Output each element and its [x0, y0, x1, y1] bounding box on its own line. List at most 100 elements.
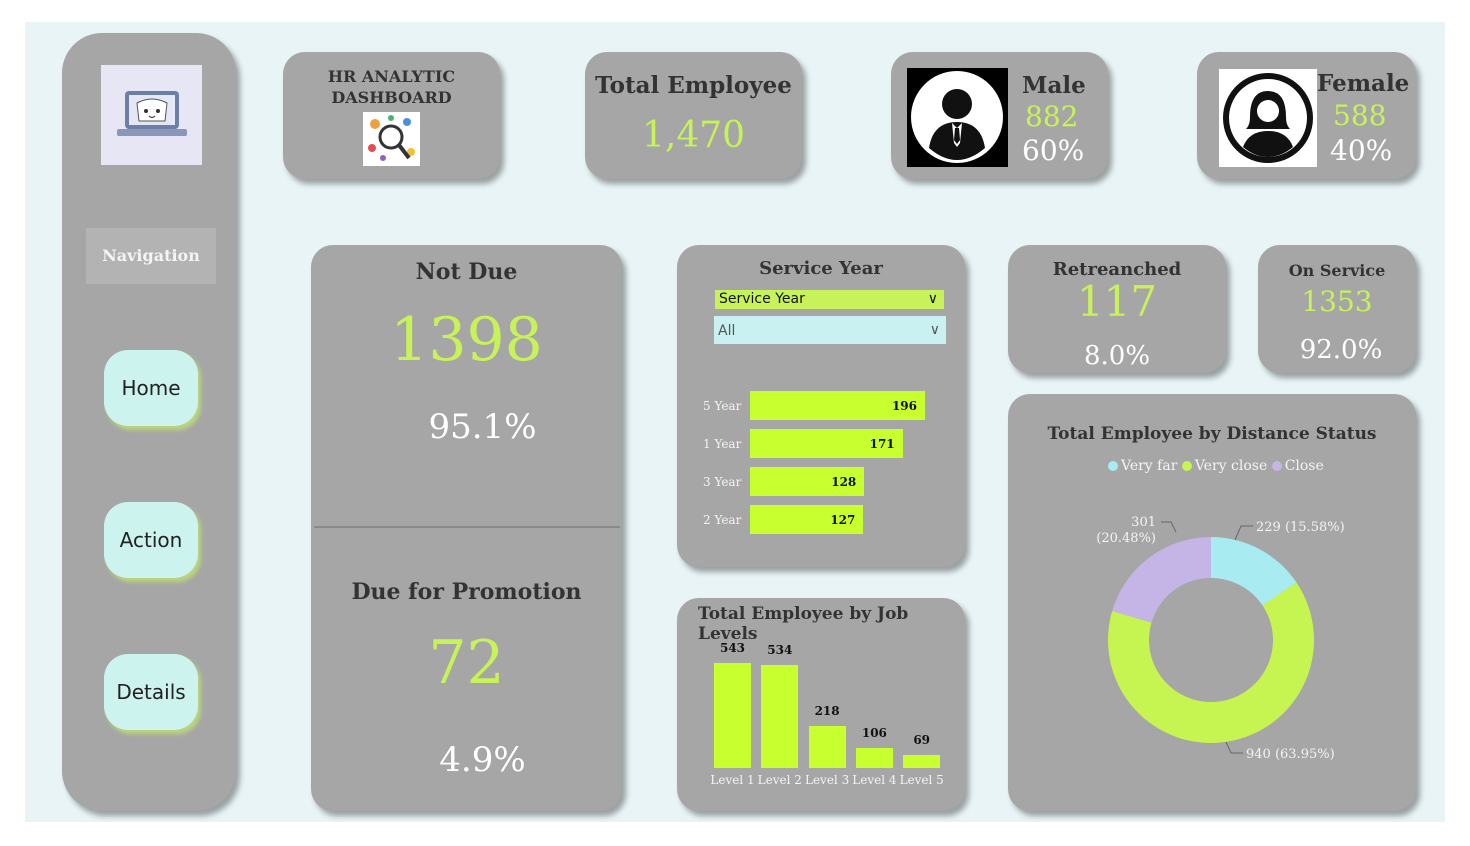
service-year-title: Service Year [759, 258, 883, 279]
nav-sidebar: Navigation Home Action Details [62, 33, 236, 811]
male-person-icon [907, 68, 1008, 167]
leader-line [1161, 521, 1177, 533]
bar-value-label: 127 [830, 513, 856, 527]
donut-slice-close[interactable] [1112, 537, 1211, 623]
slicer-value-label: All [718, 323, 736, 339]
legend-dot [1181, 461, 1192, 471]
details-button[interactable]: Details [104, 654, 198, 730]
legend-label: Close [1284, 458, 1324, 474]
retrenched-value: 117 [1076, 277, 1158, 326]
bar-category-label: Level 4 [852, 773, 897, 787]
promotion-card: Not Due 1398 95.1% Due for Promotion 72 … [311, 245, 622, 811]
job-levels-card: Total Employee by Job Levels 543 Level 1 5… [677, 598, 965, 811]
male-percent: 60% [1022, 134, 1085, 167]
job-level-bar[interactable] [903, 754, 941, 768]
job-level-bar[interactable] [761, 664, 799, 768]
bar-value-label: 543 [719, 641, 746, 655]
home-button[interactable]: Home [104, 350, 198, 426]
analytics-magnifier-icon [363, 112, 420, 166]
male-label: Male [1022, 72, 1086, 99]
legend-label: Very far [1121, 458, 1178, 474]
action-button[interactable]: Action [104, 502, 198, 578]
service-year-bar[interactable] [750, 505, 864, 534]
title-line-1: HR ANALYTIC [327, 67, 456, 86]
due-promotion-label: Due for Promotion [351, 579, 582, 605]
total-employee-value: 1,470 [641, 115, 746, 156]
bar-category-label: Level 1 [710, 773, 755, 787]
bar-value-label: 534 [767, 642, 793, 657]
legend-dot [1108, 461, 1118, 471]
due-promotion-value: 72 [428, 628, 505, 698]
job-level-bar[interactable] [808, 725, 846, 768]
service-year-field-dropdown[interactable]: Service Year ∨ [715, 290, 944, 309]
legend-label: Very close [1194, 458, 1268, 474]
dashboard-title: HR ANALYTIC DASHBOARD [283, 66, 500, 108]
donut-data-label: 301 [1131, 515, 1156, 530]
donut-slice-very-far[interactable] [1211, 537, 1297, 606]
distance-legend: Very far Very close Close [1108, 458, 1324, 474]
service-year-bar[interactable] [750, 467, 865, 496]
bar-value-label: 69 [913, 732, 931, 747]
promotion-divider [314, 526, 620, 528]
female-label: Female [1317, 70, 1410, 97]
leader-line [1234, 525, 1253, 541]
bar-value-label: 106 [861, 725, 887, 740]
bar-category-label: Level 2 [757, 773, 802, 787]
not-due-value: 1398 [390, 305, 543, 375]
distance-chart-title: Total Employee by Distance Status [1047, 424, 1377, 444]
legend-item-close: Close [1271, 458, 1324, 474]
title-line-2: DASHBOARD [331, 88, 452, 107]
bar-category-label: 1 Year [703, 437, 742, 451]
retrenched-card: Retreanched 117 8.0% [1008, 245, 1226, 373]
donut-data-label: 940 (63.95%) [1246, 747, 1335, 762]
job-level-bar[interactable] [714, 663, 751, 768]
bar-value-label: 196 [891, 399, 917, 413]
laptop-logo [101, 65, 202, 165]
on-service-percent: 92.0% [1299, 335, 1383, 365]
not-due-label: Not Due [415, 259, 518, 285]
retrenched-label: Retreanched [1052, 259, 1182, 280]
bar-category-label: Level 5 [899, 773, 944, 787]
female-percent: 40% [1330, 134, 1393, 167]
job-level-bar[interactable] [855, 747, 893, 768]
distance-status-card: Total Employee by Distance Status Very f… [1008, 394, 1416, 811]
bar-value-label: 128 [831, 475, 857, 489]
bar-value-label: 171 [869, 437, 895, 451]
distance-donut-chart: 229 (15.58%) 940 (63.95%) 301(20.48%) [1096, 515, 1345, 762]
job-levels-title: Total Employee by Job Levels [698, 604, 909, 644]
legend-dot [1271, 461, 1282, 471]
chevron-down-icon: ∨ [929, 322, 940, 338]
bar-value-label: 218 [814, 703, 840, 718]
bar-category-label: 2 Year [703, 513, 742, 527]
donut-data-label: (20.48%) [1096, 531, 1156, 546]
leader-line [1225, 741, 1243, 754]
bar-category-label: 3 Year [703, 475, 742, 489]
legend-item-very-far: Very far [1108, 458, 1177, 474]
title-card: HR ANALYTIC DASHBOARD [283, 52, 500, 179]
total-employee-card: Total Employee 1,470 [585, 52, 802, 179]
chevron-down-icon: ∨ [927, 291, 938, 307]
bar-category-label: Level 3 [804, 773, 850, 787]
service-year-value-dropdown[interactable]: All ∨ [714, 316, 946, 344]
female-person-icon [1219, 69, 1317, 167]
on-service-value: 1353 [1301, 285, 1373, 318]
service-year-bar[interactable] [750, 391, 925, 420]
donut-slice-very-close[interactable] [1108, 582, 1314, 743]
not-due-percent: 95.1% [428, 407, 537, 447]
service-year-bar[interactable] [750, 429, 903, 458]
slicer-field-label: Service Year [719, 291, 805, 307]
retrenched-percent: 8.0% [1083, 341, 1151, 371]
female-value: 588 [1333, 99, 1387, 132]
donut-data-label: 229 (15.58%) [1256, 520, 1345, 535]
bar-category-label: 5 Year [703, 399, 742, 413]
on-service-card: On Service 1353 92.0% [1258, 245, 1416, 373]
service-year-card: Service Year Service Year ∨ All ∨ 5 Year… [677, 245, 965, 567]
male-card: Male 882 60% [891, 52, 1108, 179]
total-employee-label: Total Employee [595, 72, 792, 99]
male-value: 882 [1025, 100, 1079, 133]
navigation-label: Navigation [86, 228, 216, 284]
due-promotion-percent: 4.9% [439, 740, 526, 780]
legend-item-very-close: Very close [1181, 458, 1268, 474]
on-service-label: On Service [1288, 261, 1386, 280]
female-card: Female 588 40% [1197, 52, 1416, 179]
